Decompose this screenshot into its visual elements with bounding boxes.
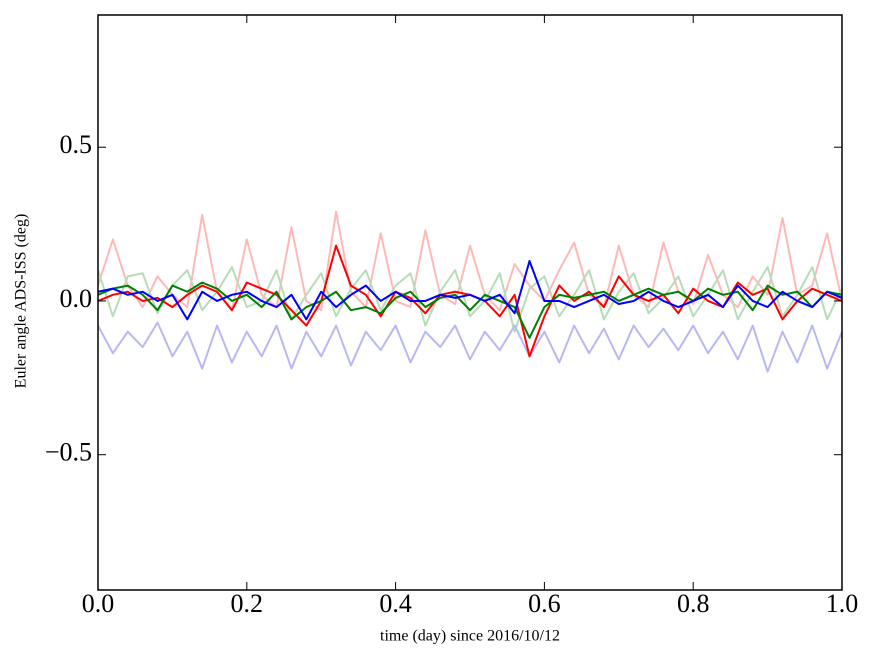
series-line bbox=[98, 259, 842, 321]
y-tick-label: −0.5 bbox=[45, 438, 92, 467]
x-tick-label: 0.0 bbox=[82, 589, 115, 618]
y-tick-label: 0.5 bbox=[60, 130, 93, 159]
x-tick-label: 0.8 bbox=[677, 589, 710, 618]
plot-frame bbox=[97, 14, 843, 591]
series-line bbox=[98, 321, 842, 373]
x-tick-label: 1.0 bbox=[826, 589, 859, 618]
series-line bbox=[98, 281, 842, 339]
x-tick-label: 0.2 bbox=[231, 589, 264, 618]
x-axis-label: time (day) since 2016/10/12 bbox=[380, 628, 560, 645]
series-line bbox=[98, 266, 842, 333]
x-tick-label: 0.4 bbox=[379, 589, 412, 618]
x-tick-label: 0.6 bbox=[528, 589, 561, 618]
y-axis-label: Euler angle ADS-ISS (deg) bbox=[13, 214, 30, 389]
y-tick-label: 0.0 bbox=[60, 284, 93, 313]
